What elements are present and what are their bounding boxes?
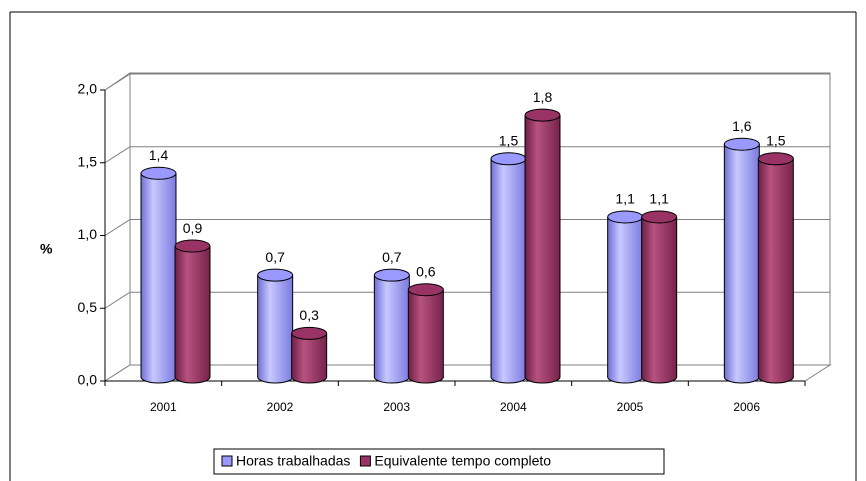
grid-line xyxy=(104,219,131,236)
data-label: 0,3 xyxy=(299,307,319,323)
data-label: 1,8 xyxy=(533,89,553,105)
x-tick-label: 2005 xyxy=(617,400,644,414)
bar xyxy=(374,275,410,377)
bar-top xyxy=(607,210,644,224)
bar-top xyxy=(291,326,328,340)
bar xyxy=(525,115,560,377)
legend-label: Equivalente tempo completo xyxy=(374,453,551,469)
bar xyxy=(408,289,444,377)
legend-label: Horas trabalhadas xyxy=(236,453,350,469)
grid-line xyxy=(104,73,131,91)
data-label: 0,9 xyxy=(183,220,203,236)
legend-swatch xyxy=(359,455,371,467)
bar xyxy=(491,158,526,377)
bar-top xyxy=(257,268,294,282)
x-tick-label: 2004 xyxy=(500,400,527,414)
bar xyxy=(607,216,643,377)
bar xyxy=(291,333,327,377)
data-label: 1,1 xyxy=(615,191,635,207)
y-tick-label: 2,0 xyxy=(78,81,98,97)
x-tick-label: 2006 xyxy=(733,400,760,414)
y-tick-label: 0,5 xyxy=(78,299,98,315)
grid-line xyxy=(104,146,131,164)
bar xyxy=(257,275,293,377)
bar-top xyxy=(373,268,410,282)
x-tick-label: 2002 xyxy=(267,400,294,414)
data-label: 1,6 xyxy=(732,118,752,134)
bar-top xyxy=(174,239,211,253)
bar-top xyxy=(407,283,444,297)
floor xyxy=(103,364,832,382)
data-label: 1,5 xyxy=(766,132,786,148)
grid-line xyxy=(104,291,131,309)
bar-top xyxy=(490,152,527,166)
bar xyxy=(141,173,176,377)
data-label: 0,6 xyxy=(416,263,436,279)
bar-top xyxy=(524,108,561,122)
data-label: 1,5 xyxy=(499,132,519,148)
y-axis-label: % xyxy=(40,241,53,257)
bar-top xyxy=(757,152,794,166)
bar xyxy=(175,246,210,377)
data-label: 0,7 xyxy=(265,249,285,265)
data-label: 0,7 xyxy=(382,249,402,265)
bar-top xyxy=(140,166,177,180)
legend-swatch xyxy=(221,455,233,467)
bar xyxy=(724,144,760,377)
data-label: 1,4 xyxy=(149,147,169,163)
legend xyxy=(213,448,665,475)
y-tick-label: 1,5 xyxy=(78,153,98,169)
y-tick-label: 0,0 xyxy=(78,372,98,388)
bar xyxy=(641,216,677,377)
bar xyxy=(758,158,794,377)
bar-top xyxy=(641,210,678,224)
data-label: 1,1 xyxy=(649,191,669,207)
y-tick-label: 1,0 xyxy=(78,226,98,242)
x-tick-label: 2003 xyxy=(383,400,410,414)
bar-top xyxy=(723,137,760,151)
x-tick-label: 2001 xyxy=(150,400,177,414)
